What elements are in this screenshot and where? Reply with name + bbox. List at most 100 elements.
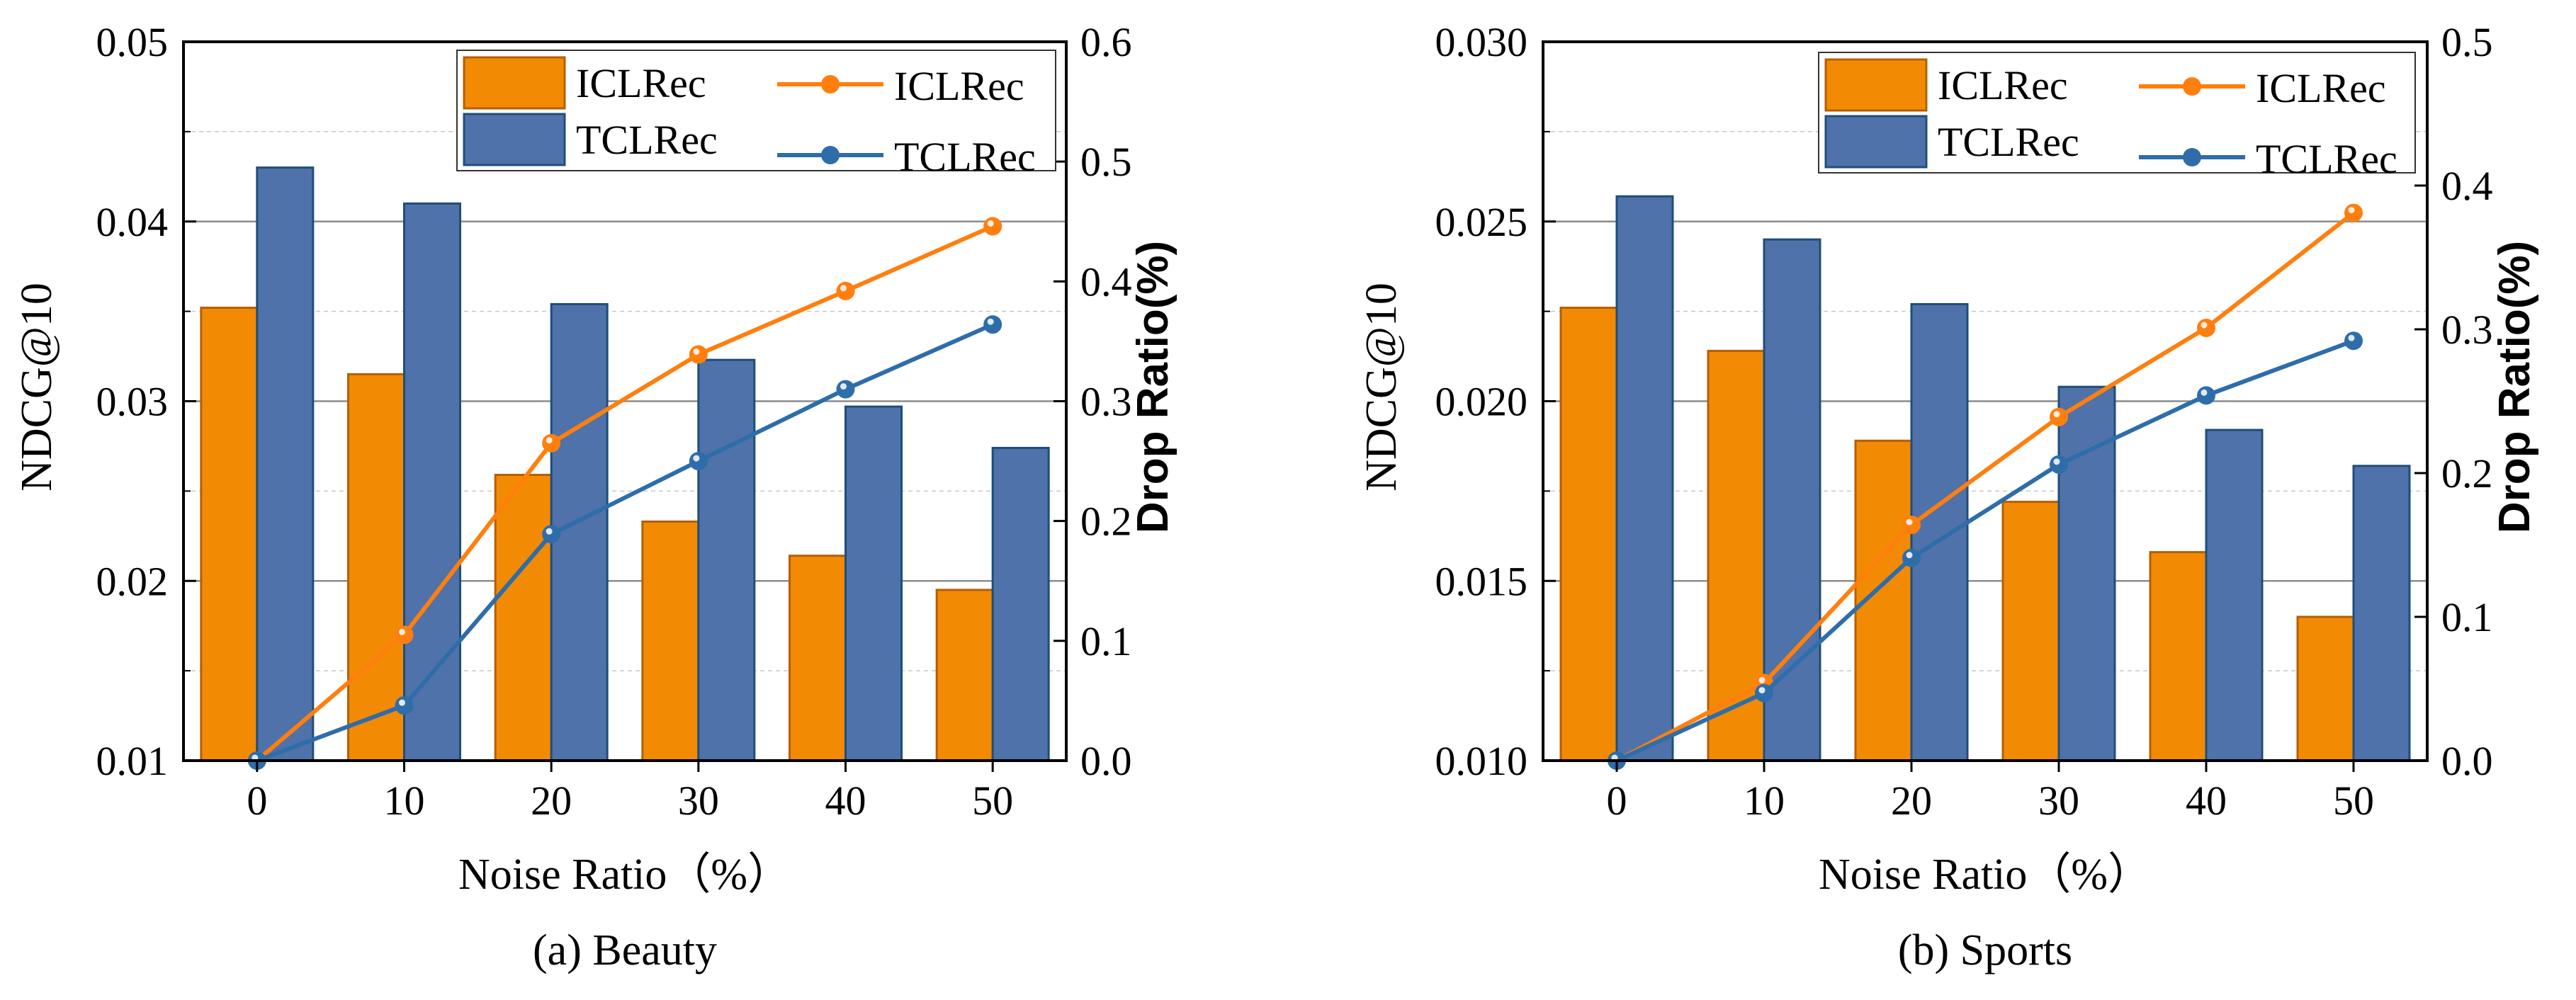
point-tclrec: [1902, 548, 1921, 567]
x-tick-label: 40: [825, 778, 866, 824]
point-iclrec: [2344, 203, 2363, 222]
point-highlight: [1758, 687, 1766, 694]
x-tick-label: 40: [2186, 778, 2227, 824]
point-iclrec: [395, 625, 414, 644]
point-iclrec: [2050, 407, 2068, 426]
y2-tick-label: 0.3: [1080, 379, 1132, 425]
bar-tclrec: [844, 405, 903, 762]
bar-iclrec: [200, 307, 259, 762]
legend-label: ICLRec: [2256, 65, 2386, 111]
legend-label: ICLRec: [894, 63, 1024, 109]
point-highlight: [693, 455, 700, 462]
legend-marker: [2183, 77, 2201, 96]
point-iclrec: [836, 281, 855, 300]
bar-tclrec: [256, 166, 315, 762]
bar-tclrec: [403, 202, 461, 762]
bar-iclrec: [2001, 501, 2060, 762]
bar-tclrec: [2205, 428, 2264, 762]
point-highlight: [693, 348, 700, 356]
point-tclrec: [1755, 683, 1773, 703]
y2-tick-label: 0.2: [2441, 450, 2493, 496]
bar-tclrec: [697, 358, 756, 762]
y-tick-label: 0.04: [96, 199, 169, 245]
point-highlight: [840, 383, 847, 390]
legend-marker: [821, 146, 840, 164]
x-tick-label: 20: [531, 778, 572, 824]
y-tick-label: 0.010: [1435, 738, 1528, 784]
y2-tick-label: 0.1: [1080, 618, 1132, 664]
point-iclrec: [542, 433, 561, 453]
line-iclrec: [255, 224, 994, 763]
point-tclrec: [395, 696, 414, 715]
panel-sports: 0.010 0.015 0.020 0.025 0.030 0.0 0.1 0.2 0.3 0.4…: [1357, 19, 2539, 975]
bar-iclrec: [347, 373, 405, 762]
point-highlight: [1906, 552, 1913, 559]
bar-tclrec: [1615, 195, 1674, 762]
legend-marker: [2183, 148, 2201, 166]
point-iclrec: [689, 345, 708, 364]
y2-tick-label: 0.4: [2441, 163, 2493, 209]
line-tclrec: [1615, 339, 2355, 763]
y2-tick-label: 0.5: [2441, 19, 2493, 65]
point-iclrec: [2197, 318, 2215, 337]
y-tick-label: 0.015: [1435, 558, 1528, 604]
legend-label: TCLRec: [1938, 119, 2079, 165]
y2-tick-label: 0.2: [1080, 499, 1132, 545]
y2-tick-label: 0.4: [1080, 258, 1132, 305]
point-highlight: [2201, 389, 2208, 396]
x-tick-label: 0: [1607, 778, 1627, 824]
legend-label: ICLRec: [1938, 62, 2068, 108]
x-tick-label: 10: [1744, 778, 1785, 824]
bar-tclrec: [2352, 465, 2411, 762]
y-axis-label: NDCG@10: [13, 283, 61, 492]
bar-iclrec: [2296, 615, 2355, 762]
point-iclrec: [1902, 516, 1921, 535]
point-highlight: [987, 220, 994, 227]
y2-tick-label: 0.0: [2441, 738, 2493, 784]
point-highlight: [2348, 207, 2355, 214]
y-tick-label: 0.01: [96, 738, 169, 784]
legend-swatch-bar-iclrec: [1824, 58, 1928, 112]
y-tick-label: 0.05: [96, 19, 169, 65]
point-tclrec: [983, 315, 1002, 334]
y2-tick-label: 0.0: [1080, 738, 1132, 784]
point-highlight: [546, 437, 553, 444]
bar-tclrec: [1910, 302, 1969, 762]
point-highlight: [399, 699, 405, 706]
y-tick-label: 0.030: [1435, 19, 1528, 65]
bar-iclrec: [1559, 307, 1618, 762]
y2-tick-label: 0.1: [2441, 594, 2493, 640]
y2-tick-label: 0.3: [2441, 307, 2493, 353]
bar-tclrec: [991, 446, 1050, 762]
legend-label: TCLRec: [2256, 136, 2397, 182]
bar-tclrec: [550, 302, 609, 762]
point-highlight: [2053, 458, 2060, 465]
point-highlight: [2348, 334, 2355, 341]
point-tclrec: [689, 452, 708, 471]
panel-caption: (b) Sports: [1898, 926, 2072, 975]
legend-marker: [821, 75, 840, 93]
point-highlight: [1906, 518, 1913, 525]
legend: ICLRec TCLRec ICLRec TCLRec: [456, 50, 1056, 180]
y-axis-label: NDCG@10: [1357, 283, 1406, 492]
x-tick-label: 50: [972, 778, 1013, 824]
bar-iclrec: [2149, 551, 2208, 762]
x-tick-label: 30: [678, 778, 719, 824]
legend: ICLRec TCLRec ICLRec TCLRec: [1818, 52, 2416, 182]
legend-swatch-bar-tclrec: [463, 113, 566, 166]
point-tclrec: [2050, 455, 2068, 474]
point-highlight: [2053, 411, 2060, 418]
x-tick-label: 50: [2333, 778, 2374, 824]
bar-iclrec: [789, 555, 847, 762]
line-iclrec: [1615, 211, 2355, 763]
legend-label: TCLRec: [894, 134, 1036, 180]
x-tick-label: 20: [1891, 778, 1932, 824]
legend-swatch-bar-tclrec: [1824, 115, 1928, 169]
x-tick-label: 0: [247, 778, 267, 824]
legend-swatch-bar-iclrec: [463, 56, 566, 110]
x-axis-label: Noise Ratio（%）: [458, 851, 791, 899]
x-axis-label: Noise Ratio（%）: [1819, 851, 2152, 899]
x-tick-label: 10: [384, 778, 425, 824]
legend-label: ICLRec: [576, 60, 706, 106]
